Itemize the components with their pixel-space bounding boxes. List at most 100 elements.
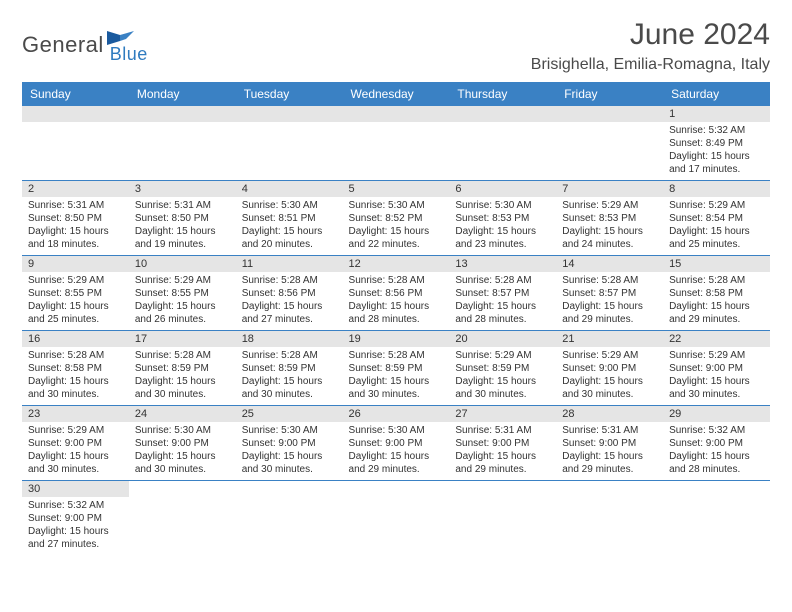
day-line-ss: Sunset: 8:50 PM: [135, 212, 230, 225]
day-number: 27: [449, 406, 556, 422]
day-line-d1: Daylight: 15 hours: [135, 375, 230, 388]
day-number-bar: [663, 481, 770, 497]
day-line-sr: Sunrise: 5:30 AM: [242, 424, 337, 437]
day-line-sr: Sunrise: 5:29 AM: [28, 274, 123, 287]
day-line-d1: Daylight: 15 hours: [562, 375, 657, 388]
day-line-sr: Sunrise: 5:30 AM: [135, 424, 230, 437]
day-line-ss: Sunset: 9:00 PM: [349, 437, 444, 450]
weekday-header: Tuesday: [236, 82, 343, 106]
day-line-ss: Sunset: 9:00 PM: [242, 437, 337, 450]
day-content: Sunrise: 5:29 AMSunset: 9:00 PMDaylight:…: [663, 347, 770, 405]
day-content: Sunrise: 5:28 AMSunset: 8:58 PMDaylight:…: [22, 347, 129, 405]
day-line-sr: Sunrise: 5:31 AM: [562, 424, 657, 437]
day-line-ss: Sunset: 8:54 PM: [669, 212, 764, 225]
day-number: 6: [449, 181, 556, 197]
day-line-ss: Sunset: 9:00 PM: [135, 437, 230, 450]
day-line-d2: and 30 minutes.: [562, 388, 657, 401]
weekday-header: Friday: [556, 82, 663, 106]
day-line-d2: and 29 minutes.: [669, 313, 764, 326]
day-number: 19: [343, 331, 450, 347]
calendar-day-cell: [663, 481, 770, 556]
day-line-d1: Daylight: 15 hours: [669, 225, 764, 238]
day-line-sr: Sunrise: 5:29 AM: [562, 199, 657, 212]
day-content: Sunrise: 5:29 AMSunset: 8:54 PMDaylight:…: [663, 197, 770, 255]
day-content: [129, 497, 236, 547]
day-line-ss: Sunset: 9:00 PM: [455, 437, 550, 450]
day-number: 15: [663, 256, 770, 272]
day-content: Sunrise: 5:31 AMSunset: 8:50 PMDaylight:…: [129, 197, 236, 255]
day-line-d1: Daylight: 15 hours: [455, 225, 550, 238]
day-line-d2: and 30 minutes.: [455, 388, 550, 401]
day-line-ss: Sunset: 8:52 PM: [349, 212, 444, 225]
calendar-day-cell: [556, 481, 663, 556]
day-line-d2: and 28 minutes.: [669, 463, 764, 476]
weekday-header-row: Sunday Monday Tuesday Wednesday Thursday…: [22, 82, 770, 106]
calendar-day-cell: 23Sunrise: 5:29 AMSunset: 9:00 PMDayligh…: [22, 406, 129, 481]
day-line-d2: and 28 minutes.: [349, 313, 444, 326]
day-number: 18: [236, 331, 343, 347]
calendar-week-row: 30Sunrise: 5:32 AMSunset: 9:00 PMDayligh…: [22, 481, 770, 556]
day-content: Sunrise: 5:28 AMSunset: 8:59 PMDaylight:…: [129, 347, 236, 405]
day-number: 21: [556, 331, 663, 347]
day-content: [343, 497, 450, 547]
day-number: 3: [129, 181, 236, 197]
day-line-ss: Sunset: 8:49 PM: [669, 137, 764, 150]
day-line-ss: Sunset: 9:00 PM: [28, 437, 123, 450]
day-line-ss: Sunset: 9:00 PM: [669, 362, 764, 375]
calendar-day-cell: 14Sunrise: 5:28 AMSunset: 8:57 PMDayligh…: [556, 256, 663, 331]
day-content: Sunrise: 5:28 AMSunset: 8:59 PMDaylight:…: [236, 347, 343, 405]
day-line-ss: Sunset: 8:59 PM: [135, 362, 230, 375]
day-line-ss: Sunset: 8:56 PM: [349, 287, 444, 300]
day-number: 13: [449, 256, 556, 272]
calendar-day-cell: 18Sunrise: 5:28 AMSunset: 8:59 PMDayligh…: [236, 331, 343, 406]
weekday-header: Sunday: [22, 82, 129, 106]
day-content: [343, 122, 450, 172]
day-number: 28: [556, 406, 663, 422]
day-content: Sunrise: 5:29 AMSunset: 9:00 PMDaylight:…: [556, 347, 663, 405]
day-content: [556, 497, 663, 547]
day-line-ss: Sunset: 8:59 PM: [242, 362, 337, 375]
day-number: 1: [663, 106, 770, 122]
day-line-sr: Sunrise: 5:32 AM: [669, 124, 764, 137]
day-line-d1: Daylight: 15 hours: [455, 300, 550, 313]
calendar-day-cell: [236, 106, 343, 181]
calendar-day-cell: 20Sunrise: 5:29 AMSunset: 8:59 PMDayligh…: [449, 331, 556, 406]
calendar-day-cell: 8Sunrise: 5:29 AMSunset: 8:54 PMDaylight…: [663, 181, 770, 256]
calendar-day-cell: 21Sunrise: 5:29 AMSunset: 9:00 PMDayligh…: [556, 331, 663, 406]
calendar-day-cell: 27 Sunrise: 5:31 AMSunset: 9:00 PMDayligh…: [449, 406, 556, 481]
day-line-sr: Sunrise: 5:29 AM: [669, 349, 764, 362]
day-line-d1: Daylight: 15 hours: [349, 450, 444, 463]
day-line-sr: Sunrise: 5:28 AM: [455, 274, 550, 287]
day-line-sr: Sunrise: 5:28 AM: [349, 349, 444, 362]
day-line-d1: Daylight: 15 hours: [455, 450, 550, 463]
day-line-d2: and 30 minutes.: [28, 463, 123, 476]
day-line-d2: and 30 minutes.: [135, 463, 230, 476]
calendar-day-cell: 1Sunrise: 5:32 AMSunset: 8:49 PMDaylight…: [663, 106, 770, 181]
day-line-sr: Sunrise: 5:31 AM: [455, 424, 550, 437]
day-line-d2: and 25 minutes.: [28, 313, 123, 326]
day-number: 14: [556, 256, 663, 272]
day-content: Sunrise: 5:31 AMSunset: 8:50 PMDaylight:…: [22, 197, 129, 255]
calendar-week-row: 23Sunrise: 5:29 AMSunset: 9:00 PMDayligh…: [22, 406, 770, 481]
day-line-ss: Sunset: 8:55 PM: [135, 287, 230, 300]
day-line-sr: Sunrise: 5:28 AM: [28, 349, 123, 362]
day-content: [663, 497, 770, 547]
day-line-sr: Sunrise: 5:30 AM: [349, 199, 444, 212]
day-line-sr: Sunrise: 5:29 AM: [135, 274, 230, 287]
calendar-day-cell: [343, 481, 450, 556]
day-content: Sunrise: 5:32 AMSunset: 9:00 PMDaylight:…: [663, 422, 770, 480]
calendar-day-cell: 7Sunrise: 5:29 AMSunset: 8:53 PMDaylight…: [556, 181, 663, 256]
calendar-day-cell: 6Sunrise: 5:30 AMSunset: 8:53 PMDaylight…: [449, 181, 556, 256]
day-line-ss: Sunset: 8:59 PM: [455, 362, 550, 375]
day-content: [449, 497, 556, 547]
day-line-d1: Daylight: 15 hours: [28, 375, 123, 388]
weekday-header: Thursday: [449, 82, 556, 106]
day-line-d1: Daylight: 15 hours: [669, 450, 764, 463]
calendar-day-cell: [449, 106, 556, 181]
day-line-d2: and 29 minutes.: [455, 463, 550, 476]
day-content: Sunrise: 5:31 AMSunset: 9:00 PMDaylight:…: [556, 422, 663, 480]
day-line-d2: and 19 minutes.: [135, 238, 230, 251]
day-line-d1: Daylight: 15 hours: [242, 375, 337, 388]
day-line-d2: and 26 minutes.: [135, 313, 230, 326]
day-line-d2: and 25 minutes.: [669, 238, 764, 251]
